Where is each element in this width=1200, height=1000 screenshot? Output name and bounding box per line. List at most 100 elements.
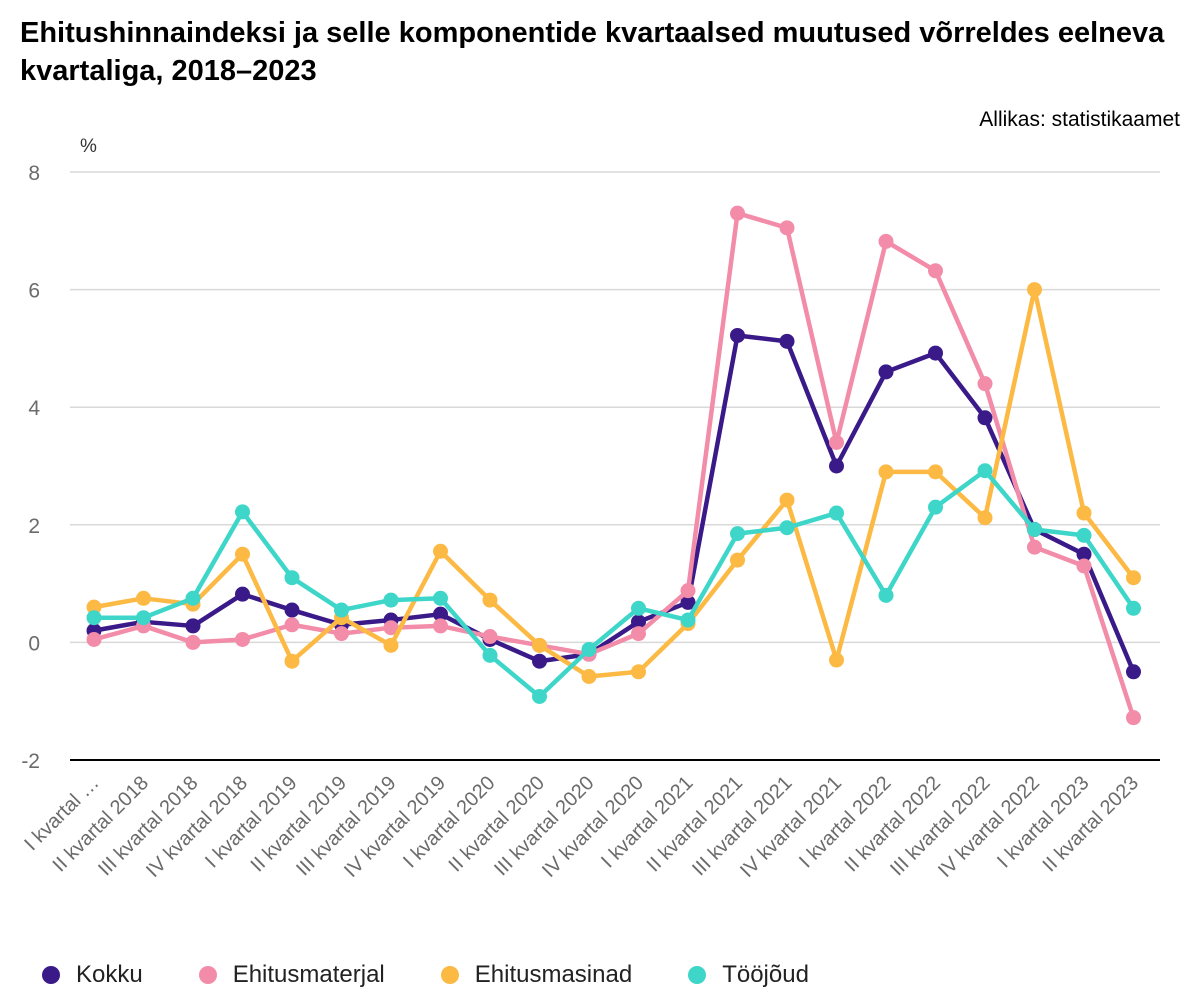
- data-point: [631, 626, 646, 642]
- y-tick-label: 2: [28, 515, 40, 538]
- legend-label-kokku: Kokku: [76, 961, 143, 988]
- y-axis-label: %: [80, 136, 97, 157]
- data-point: [730, 205, 745, 221]
- data-point: [581, 669, 597, 685]
- data-point: [730, 327, 745, 343]
- data-point: [185, 634, 201, 650]
- data-point: [185, 590, 201, 606]
- data-point: [730, 526, 745, 542]
- data-point: [383, 620, 399, 636]
- data-point: [136, 590, 151, 606]
- data-point: [383, 637, 399, 653]
- data-point: [383, 592, 399, 608]
- data-point: [86, 599, 102, 615]
- data-point: [631, 614, 646, 630]
- data-point: [482, 647, 498, 663]
- data-point: [185, 618, 201, 634]
- legend-label-ehitusmasinad: Ehitusmasinad: [474, 961, 633, 988]
- data-point: [977, 376, 993, 392]
- data-point: [1076, 558, 1092, 574]
- data-point: [829, 652, 844, 668]
- data-point: [532, 688, 547, 704]
- data-point: [829, 434, 844, 450]
- data-point: [680, 612, 696, 628]
- legend-item-ehitusmasinad[interactable]: Ehitusmasinad: [440, 961, 633, 989]
- legend-item-toojoud[interactable]: Tööjõud: [688, 961, 809, 989]
- series-line-2: [91, 287, 1136, 679]
- data-point: [284, 570, 300, 586]
- data-point: [433, 618, 448, 634]
- legend-item-ehitusmaterjal[interactable]: Ehitusmaterjal: [198, 961, 385, 989]
- data-point: [1076, 527, 1092, 543]
- data-point: [334, 602, 349, 618]
- data-point: [977, 410, 993, 426]
- y-tick-label: -2: [21, 750, 40, 773]
- data-point: [1027, 522, 1042, 538]
- data-point: [284, 602, 300, 618]
- data-point: [482, 592, 498, 608]
- data-point: [581, 641, 597, 657]
- data-point: [532, 637, 547, 653]
- data-point: [878, 233, 894, 249]
- data-point: [136, 610, 151, 626]
- data-point: [532, 653, 547, 669]
- data-point: [86, 610, 102, 626]
- legend-swatch-ehitusmasinad: [440, 966, 459, 984]
- data-point: [482, 629, 498, 645]
- data-point: [928, 499, 943, 515]
- data-point: [235, 631, 250, 647]
- legend-swatch-ehitusmaterjal: [198, 966, 217, 984]
- data-point: [977, 463, 993, 479]
- data-point: [284, 617, 300, 633]
- legend-swatch-toojoud: [688, 966, 707, 984]
- data-point: [631, 664, 646, 680]
- y-tick-label: 0: [28, 632, 40, 655]
- data-point: [928, 464, 943, 480]
- legend-label-toojoud: Tööjõud: [722, 961, 809, 988]
- chart-legend: Kokku Ehitusmaterjal Ehitusmasinad Tööjõ…: [42, 958, 865, 992]
- data-point: [433, 590, 448, 606]
- chart-title: Ehitushinnaindeksi ja selle komponentide…: [20, 17, 1165, 87]
- series-line-0: [91, 333, 1136, 675]
- data-point: [235, 546, 250, 562]
- legend-item-kokku[interactable]: Kokku: [42, 961, 143, 989]
- y-tick-label: 4: [28, 397, 40, 420]
- data-point: [86, 631, 102, 647]
- data-point: [779, 333, 795, 349]
- data-point: [284, 653, 300, 669]
- data-point: [779, 492, 795, 508]
- legend-swatch-kokku: [42, 966, 60, 984]
- data-point: [878, 464, 894, 480]
- data-point: [1126, 570, 1141, 586]
- data-point: [730, 552, 745, 568]
- y-tick-label: 8: [28, 162, 40, 185]
- data-point: [235, 586, 250, 602]
- source-note: Allikas: statistikaamet: [979, 108, 1180, 131]
- y-tick-label: 6: [28, 280, 40, 303]
- data-point: [235, 504, 250, 520]
- data-point: [334, 626, 349, 642]
- data-point: [779, 520, 795, 536]
- data-point: [680, 583, 696, 599]
- series-line-1: [91, 210, 1136, 720]
- data-point: [433, 543, 448, 559]
- data-point: [878, 364, 894, 380]
- data-point: [1027, 539, 1042, 555]
- data-point: [1126, 710, 1141, 726]
- data-point: [779, 220, 795, 236]
- data-point: [1076, 505, 1092, 521]
- data-point: [1027, 282, 1042, 298]
- data-point: [977, 510, 993, 526]
- data-point: [1076, 546, 1092, 562]
- legend-label-ehitusmaterjal: Ehitusmaterjal: [232, 961, 385, 988]
- data-point: [928, 345, 943, 361]
- data-point: [829, 458, 844, 474]
- data-point: [680, 594, 696, 610]
- data-point: [829, 505, 844, 521]
- data-point: [1126, 600, 1141, 616]
- series-line-3: [91, 468, 1136, 699]
- data-point: [928, 263, 943, 279]
- data-point: [433, 606, 448, 622]
- data-point: [1126, 664, 1141, 680]
